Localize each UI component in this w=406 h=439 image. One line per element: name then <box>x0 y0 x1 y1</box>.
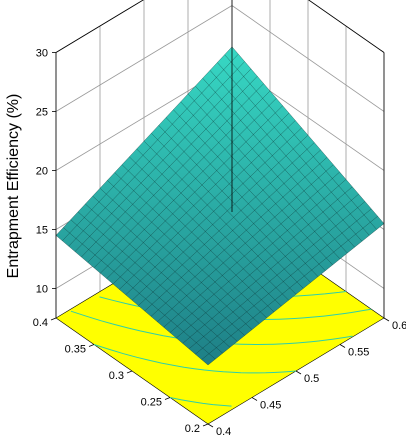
z-tick-label: 10 <box>36 284 48 296</box>
right-tick-mark <box>207 423 214 428</box>
surface-mesh-line <box>231 46 385 224</box>
right-tick-label: 0.45 <box>260 400 281 412</box>
surface-mesh-line <box>217 62 370 236</box>
right-tick-label: 0.4 <box>216 426 231 438</box>
left-tick-mark <box>50 317 57 321</box>
left-tick-mark <box>88 344 95 347</box>
right-tick-label: 0.55 <box>348 347 369 359</box>
left-tick-mark <box>126 370 133 374</box>
right-tick-mark <box>383 317 390 322</box>
z-axis-label: Entrapment Efficiency (%) <box>5 94 22 279</box>
surface-mesh-line <box>202 78 355 248</box>
frame-edge <box>308 0 385 53</box>
left-tick-label: 0.3 <box>109 370 124 382</box>
z-tick-label: 30 <box>36 48 48 60</box>
left-tick-mark <box>202 423 209 427</box>
z-axis-ticks: 10 15 20 25 30 <box>36 48 56 296</box>
contour-line <box>93 344 297 374</box>
surface-mesh-line <box>209 70 363 242</box>
right-tick-label: 0.6 <box>392 320 406 332</box>
left-tick-label: 0.2 <box>185 423 200 435</box>
left-tick-label: 0.25 <box>141 397 162 409</box>
contour-line <box>70 310 353 346</box>
right-axis-ticks: 0.4 0.45 0.5 0.55 0.6 <box>207 317 406 438</box>
surface-mesh-line <box>224 54 377 230</box>
right-tick-label: 0.5 <box>304 373 319 385</box>
left-axis-ticks: 0.2 0.25 0.3 0.35 0.4 <box>33 317 209 435</box>
z-tick-label: 25 <box>36 107 48 119</box>
frame-edge <box>55 0 144 53</box>
surface-fill <box>56 46 384 366</box>
z-tick-label: 20 <box>36 166 48 178</box>
z-tick-label: 15 <box>36 225 48 237</box>
surface-mesh-line <box>62 54 239 241</box>
box-frame <box>55 0 385 318</box>
left-tick-label: 0.4 <box>33 317 48 329</box>
right-tick-mark <box>295 370 302 375</box>
left-tick-mark <box>164 397 171 400</box>
right-tick-mark <box>251 397 258 401</box>
response-surface <box>55 46 385 366</box>
contour-line <box>169 397 232 407</box>
surface-mesh-line <box>55 46 233 236</box>
surface-mesh-line <box>68 61 245 247</box>
left-tick-label: 0.35 <box>65 344 86 356</box>
right-tick-mark <box>339 344 346 348</box>
surface-mesh-line <box>74 68 252 252</box>
